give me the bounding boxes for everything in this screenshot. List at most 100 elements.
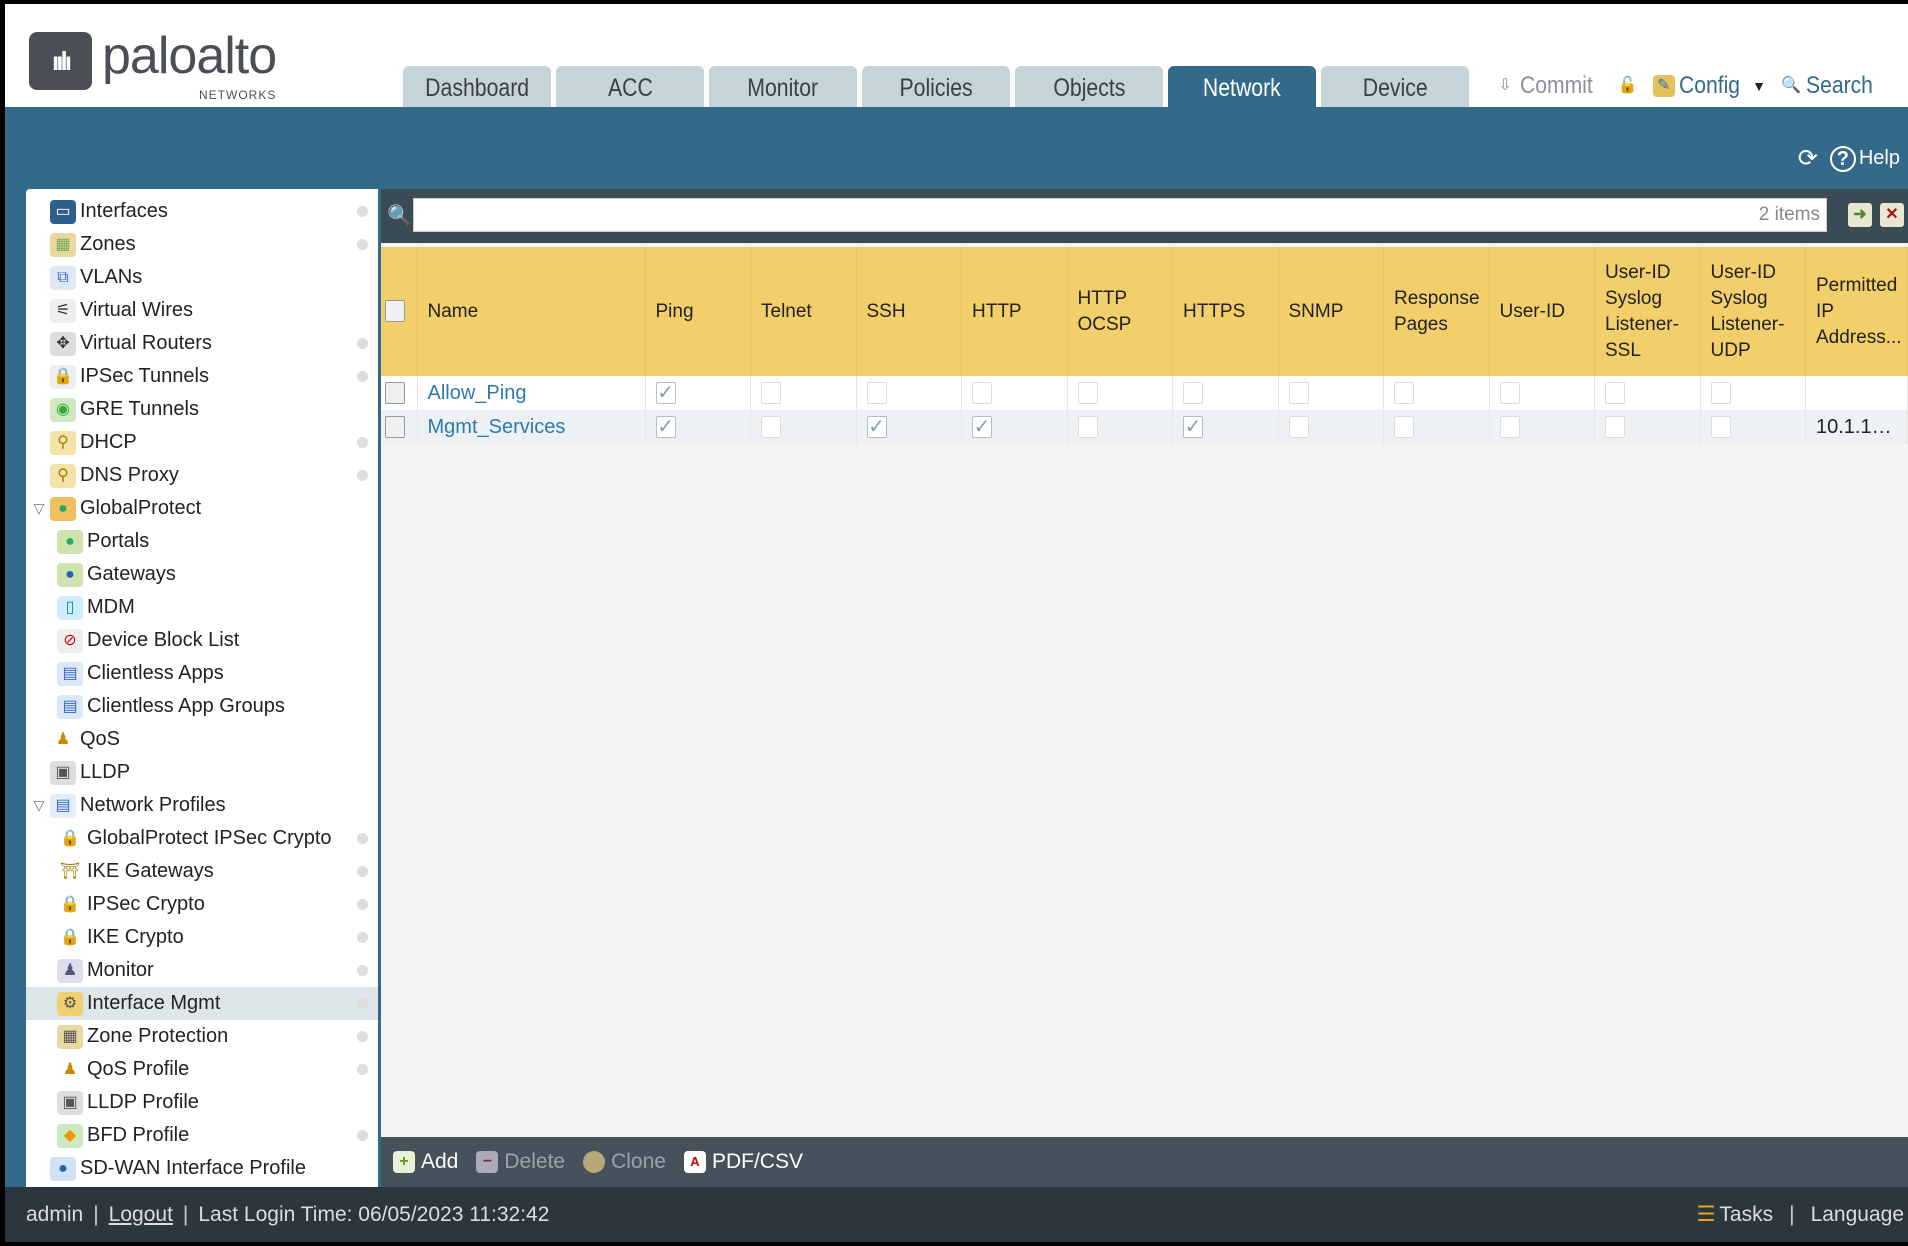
column-header[interactable]: Ping <box>645 247 751 376</box>
sidebar-item-device-block-list[interactable]: ⊘ Device Block List <box>26 624 378 657</box>
clear-filter-icon[interactable]: ✕ <box>1880 203 1904 227</box>
column-header[interactable]: Telnet <box>750 247 857 376</box>
sidebar-item-globalprotect-ipsec-crypto[interactable]: 🔒 GlobalProtect IPSec Crypto <box>26 822 378 855</box>
sidebar-item-gre-tunnels[interactable]: ◉ GRE Tunnels <box>26 393 378 426</box>
sidebar-item-network-profiles[interactable]: ▽ ▤ Network Profiles <box>26 789 378 822</box>
commit-button[interactable]: ⇩ Commit <box>1494 72 1603 100</box>
sidebar-item-interface-mgmt[interactable]: ⚙ Interface Mgmt <box>26 987 378 1020</box>
tab-acc[interactable]: ACC <box>556 66 704 107</box>
logout-link[interactable]: Logout <box>108 1202 173 1226</box>
expand-triangle-icon[interactable]: ▽ <box>33 500 45 516</box>
sidebar-item-clientless-apps[interactable]: ▤ Clientless Apps <box>26 657 378 690</box>
column-header[interactable]: SNMP <box>1278 247 1384 376</box>
tab-objects[interactable]: Objects <box>1015 66 1163 107</box>
column-header[interactable]: User-ID Syslog Listener-UDP <box>1700 247 1806 376</box>
clone-label: Clone <box>611 1150 666 1173</box>
unchecked-checkbox-icon <box>1710 382 1731 405</box>
column-header-label: HTTP <box>972 300 1022 322</box>
column-header[interactable]: Permitted IP Address... <box>1805 247 1908 376</box>
sidebar-item-virtual-routers[interactable]: ✥ Virtual Routers <box>26 327 378 360</box>
service-cell: ✓ <box>645 376 751 410</box>
clone-button[interactable]: Clone <box>583 1150 666 1174</box>
tab-device[interactable]: Device <box>1321 66 1469 107</box>
name-cell[interactable]: Allow_Ping <box>417 376 646 410</box>
add-icon: + <box>393 1151 415 1173</box>
column-header[interactable]: Response Pages <box>1383 247 1490 376</box>
sidebar-item-clientless-app-groups[interactable]: ▤ Clientless App Groups <box>26 690 378 723</box>
sidebar-item-bfd-profile[interactable]: ◆ BFD Profile <box>26 1119 378 1152</box>
sidebar-item-zones[interactable]: ▦ Zones <box>26 228 378 261</box>
sidebar-item-virtual-wires[interactable]: ⚟ Virtual Wires <box>26 294 378 327</box>
sidebar-item-label: Network Profiles <box>80 794 226 816</box>
row-select-checkbox[interactable] <box>385 416 405 439</box>
column-header[interactable]: HTTP OCSP <box>1067 247 1173 376</box>
expand-triangle-icon[interactable]: ▽ <box>33 797 45 813</box>
select-all-checkbox[interactable] <box>385 300 405 323</box>
sidebar-item-label: LLDP Profile <box>87 1091 199 1113</box>
column-header[interactable]: HTTP <box>961 247 1068 376</box>
lldp-icon: ▣ <box>50 760 76 785</box>
sidebar-item-qos-profile[interactable]: ♟ QoS Profile <box>26 1053 378 1086</box>
add-button[interactable]: + Add <box>393 1150 458 1174</box>
sidebar-item-ipsec-crypto[interactable]: 🔒 IPSec Crypto <box>26 888 378 921</box>
top-header: ıılı paloalto NETWORKS Dashboard ACC Monit… <box>5 4 1908 107</box>
column-header[interactable]: HTTPS <box>1172 247 1279 376</box>
refresh-icon[interactable]: ⟳ <box>1797 145 1818 172</box>
apply-filter-icon[interactable]: ➜ <box>1848 203 1872 227</box>
sidebar-item-gateways[interactable]: ● Gateways <box>26 558 378 591</box>
tab-policies[interactable]: Policies <box>862 66 1010 107</box>
service-cell: ✓ <box>961 410 1068 444</box>
name-link[interactable]: Mgmt_Services <box>427 415 566 438</box>
lock-icon[interactable]: 🔓 <box>1617 77 1638 94</box>
sidebar-item-vlans[interactable]: ⧉ VLANs <box>26 261 378 294</box>
unchecked-checkbox-icon <box>1077 382 1098 405</box>
sidebar-item-qos[interactable]: ♟ QoS <box>26 723 378 756</box>
column-header-label: Ping <box>655 300 694 322</box>
tasks-label: Tasks <box>1719 1202 1774 1226</box>
column-header[interactable]: User-ID Syslog Listener-SSL <box>1594 247 1701 376</box>
sidebar-item-label: IPSec Crypto <box>87 893 205 915</box>
filter-input[interactable]: 2 items <box>413 198 1827 232</box>
gateways-icon: ● <box>57 562 83 587</box>
sidebar-item-sd-wan-interface-profile[interactable]: ● SD-WAN Interface Profile <box>26 1152 378 1185</box>
table-row[interactable]: Allow_Ping ✓ <box>381 376 1908 410</box>
column-header[interactable]: SSH <box>856 247 962 376</box>
search-button[interactable]: 🔍 Search <box>1780 72 1882 100</box>
sidebar-item-dhcp[interactable]: ⚲ DHCP <box>26 426 378 459</box>
unchecked-checkbox-icon <box>1394 416 1414 439</box>
tab-network[interactable]: Network <box>1168 66 1316 107</box>
table-row[interactable]: Mgmt_Services ✓ ✓ ✓ ✓ 10.1.10... <box>381 410 1908 444</box>
pdf-label: PDF/CSV <box>711 1150 803 1173</box>
config-label: Config <box>1678 72 1740 99</box>
checked-checkbox-icon: ✓ <box>972 416 992 439</box>
tasks-button[interactable]: ☰ Tasks <box>1697 1202 1774 1227</box>
column-header[interactable]: Name <box>417 247 646 376</box>
tab-dashboard[interactable]: Dashboard <box>403 66 551 107</box>
status-dot-icon <box>357 1130 368 1141</box>
pdf-csv-button[interactable]: A PDF/CSV <box>683 1150 803 1174</box>
sidebar-item-ipsec-tunnels[interactable]: 🔒 IPSec Tunnels <box>26 360 378 393</box>
name-cell[interactable]: Mgmt_Services <box>417 410 646 444</box>
sidebar-item-interfaces[interactable]: ▭ Interfaces <box>26 195 378 228</box>
sidebar-item-zone-protection[interactable]: ▦ Zone Protection <box>26 1020 378 1053</box>
commit-icon: ⇩ <box>1498 77 1512 94</box>
sidebar-item-lldp[interactable]: ▣ LLDP <box>26 756 378 789</box>
sidebar-item-ike-gateways[interactable]: ⛩ IKE Gateways <box>26 855 378 888</box>
column-header[interactable]: User-ID <box>1489 247 1595 376</box>
row-select-checkbox[interactable] <box>385 382 405 405</box>
sidebar-item-ike-crypto[interactable]: 🔒 IKE Crypto <box>26 921 378 954</box>
sidebar-item-monitor[interactable]: ♟ Monitor <box>26 954 378 987</box>
tab-label: ACC <box>607 74 653 102</box>
sidebar-item-globalprotect[interactable]: ▽ ● GlobalProtect <box>26 492 378 525</box>
language-button[interactable]: Language <box>1810 1202 1904 1226</box>
sidebar-item-mdm[interactable]: ▯ MDM <box>26 591 378 624</box>
help-button[interactable]: ? Help <box>1829 145 1900 172</box>
delete-button[interactable]: − Delete <box>476 1150 565 1174</box>
sidebar-item-portals[interactable]: ● Portals <box>26 525 378 558</box>
unchecked-checkbox-icon <box>866 382 887 405</box>
config-menu[interactable]: ✎ Config ▼ <box>1652 72 1766 100</box>
tab-monitor[interactable]: Monitor <box>709 66 857 107</box>
sidebar-item-dns-proxy[interactable]: ⚲ DNS Proxy <box>26 459 378 492</box>
sidebar-item-lldp-profile[interactable]: ▣ LLDP Profile <box>26 1086 378 1119</box>
name-link[interactable]: Allow_Ping <box>427 381 527 404</box>
